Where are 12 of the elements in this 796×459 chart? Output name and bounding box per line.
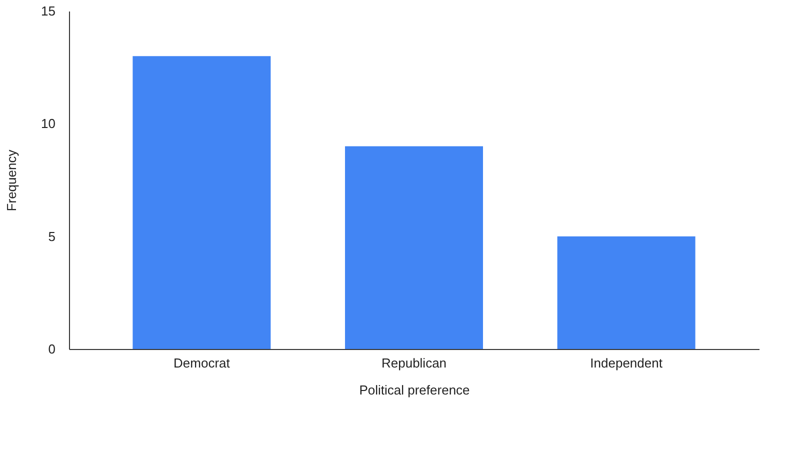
x-tick-label: Independent <box>590 356 663 370</box>
x-tick-label: Democrat <box>174 356 230 370</box>
bar <box>132 56 271 349</box>
y-tick-label: 5 <box>48 228 56 244</box>
y-tick-label: 0 <box>48 342 56 356</box>
x-tick-label: Republican <box>381 356 447 370</box>
bar <box>345 146 483 349</box>
y-tick-label: 15 <box>41 4 56 18</box>
y-axis-title: Frequency <box>4 149 20 212</box>
bar <box>557 236 696 349</box>
y-tick-label: 10 <box>41 116 56 132</box>
x-axis-title: Political preference <box>359 382 470 398</box>
